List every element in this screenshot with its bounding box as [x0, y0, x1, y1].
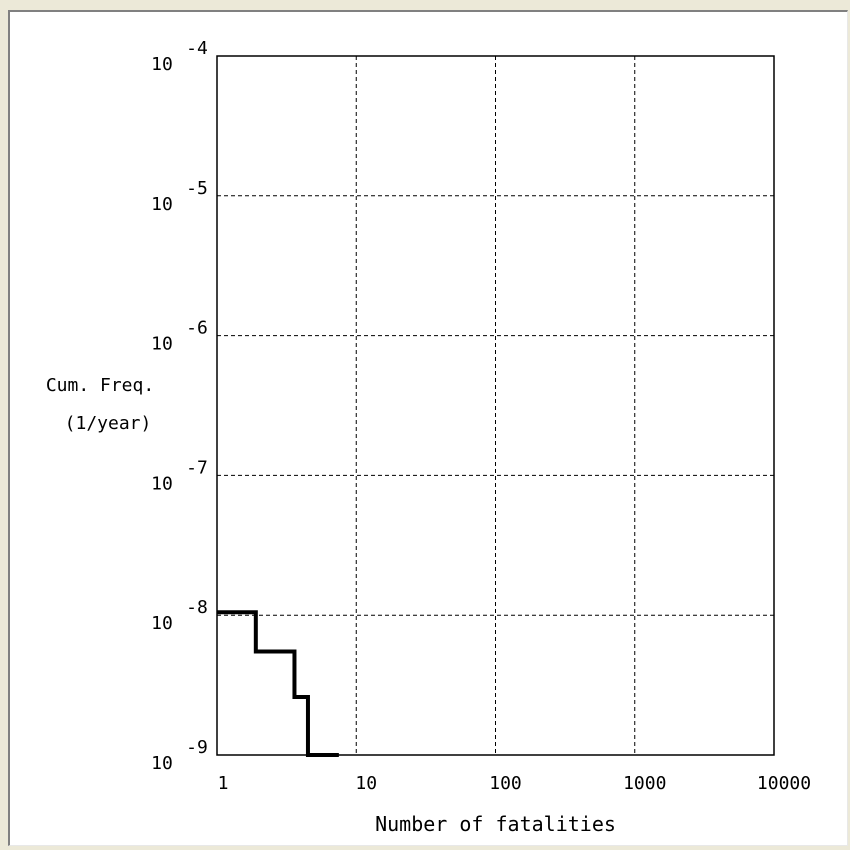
x-tick-label: 1000: [623, 773, 666, 794]
plot-frame: [216, 55, 775, 756]
y-axis-label-line1: Cum. Freq.: [46, 375, 154, 396]
x-tick-label: 10: [355, 773, 377, 794]
y-tick-label: 10: [151, 613, 173, 634]
y-tick-label: 10: [151, 473, 173, 494]
fn-curve-chart: 1 10 100 1000 1000010-410-510-610-710-810-9 …: [46, 38, 811, 836]
y-tick-exponent: -9: [186, 737, 208, 758]
x-tick-label: 10000: [757, 773, 811, 794]
y-tick-exponent: -8: [186, 597, 208, 618]
y-tick-exponent: -6: [186, 318, 208, 339]
chart-window: 1 10 100 1000 10000 10 -4 10 -5 10 -6 10 -7 10 -8 10 -9 …: [8, 10, 848, 846]
x-tick-label: 100: [489, 773, 522, 794]
grid-layer: [217, 56, 774, 755]
y-tick-exponent: -7: [186, 457, 208, 478]
tick-label-layer: 1 10 100 1000 10000 10 -4 10 -5 10 -6 10 -7 10 -8 10 -9: [151, 38, 811, 794]
x-tick-label: 1: [218, 773, 229, 794]
fn-step-line: [217, 610, 339, 757]
series-layer: [217, 610, 339, 757]
y-tick-label: 10: [151, 334, 173, 355]
y-axis-label-line2: (1/year): [65, 413, 152, 434]
y-tick-label: 10: [151, 194, 173, 215]
y-tick-label: 10: [151, 753, 173, 774]
x-axis-label: Number of fatalities: [375, 812, 616, 836]
y-tick-exponent: -5: [186, 178, 208, 199]
y-tick-exponent: -4: [186, 38, 208, 59]
y-tick-label: 10: [151, 54, 173, 75]
